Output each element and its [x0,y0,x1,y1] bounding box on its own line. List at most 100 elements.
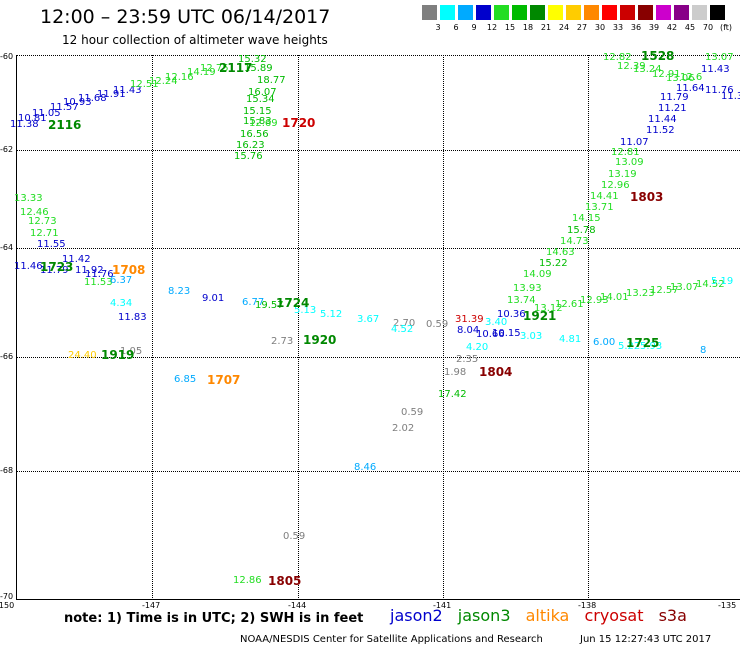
wave-height-label: 5.12 [320,309,343,320]
color-scale-label: 42 [666,23,678,32]
wave-height-label: 10.66 [476,329,505,340]
wave-height-label: 12.73 [28,216,57,227]
wave-height-label: 2.73 [271,336,294,347]
color-scale-label: 24 [558,23,570,32]
wave-height-label: 17.42 [438,389,467,400]
wave-height-label: 12.24 [149,76,178,87]
wave-height-label: 15.34 [246,94,275,105]
color-scale-label: 12 [486,23,498,32]
legend-cryosat: cryosat [584,606,644,625]
wave-height-label: 3.40 [485,317,508,328]
color-scale-label: 6 [453,23,459,32]
wave-height-label: 11.76 [705,85,734,96]
wave-height-label: 11.83 [118,312,147,323]
color-scale-swatch [656,5,671,20]
wave-height-label: 14.01 [600,292,629,303]
color-scale-swatch [620,5,635,20]
wave-height-label: 4.81 [559,334,582,345]
color-scale-label: 18 [522,23,534,32]
pass-time-label: 1720 [282,116,316,130]
color-scale-swatch [512,5,527,20]
wave-height-label: 18.77 [257,75,286,86]
wave-height-label: 15.83 [243,116,272,127]
wave-height-label: 11.44 [648,114,677,125]
color-scale-label: 70 [702,23,714,32]
wave-height-label: 3.67 [357,314,380,325]
wave-height-label: 11.64 [676,83,705,94]
wave-height-label: 11.46 [14,261,43,272]
wave-height-label: 15.22 [539,258,568,269]
wave-height-label: 13.71 [585,202,614,213]
wave-height-label: 13.07 [670,282,699,293]
wave-height-label: 16.23 [236,140,265,151]
pass-time-label: 1724 [276,296,310,310]
wave-height-label: 11.38 [10,119,39,130]
wave-height-label: 8.46 [354,462,377,473]
wave-height-label: 12.51 [130,79,159,90]
wave-height-label: 11.53 [84,277,113,288]
wave-height-label: 11.43 [701,64,730,75]
wave-height-label: 13.07 [705,52,734,63]
wave-height-label: 0.59 [426,319,449,330]
wave-height-label: 2.70 [393,318,416,329]
wave-height-label: 13.09 [615,157,644,168]
wave-height-label: 11.21 [658,103,687,114]
wave-height-label: 12.75 [200,63,229,74]
wave-height-label: 10.15 [492,328,521,339]
pass-time-label: 2116 [48,118,82,132]
wave-height-label: 5.13 [294,305,317,316]
longitude-gridline [152,55,153,600]
wave-height-label: 13.19 [608,169,637,180]
wave-height-label: 11.91 [97,89,126,100]
longitude-label: -141 [433,601,452,610]
legend-altika: altika [525,606,570,625]
color-scale-swatch [710,5,725,20]
wave-height-label: 14.41 [590,191,619,202]
color-scale-swatch [530,5,545,20]
wave-height-label: 1.05 [120,346,143,357]
page-title: 12:00 – 23:59 UTC 06/14/2017 [40,6,331,28]
wave-height-label: 6.37 [110,275,133,286]
wave-height-label: 13.74 [507,295,536,306]
wave-height-label: 12.91 [652,69,681,80]
wave-height-label: 24.40 [68,350,97,361]
wave-height-label: 14.52 [696,279,725,290]
wave-height-label: 4.52 [391,324,414,335]
wave-height-label: 11.07 [620,137,649,148]
wave-height-label: 6.85 [174,374,197,385]
wave-height-label: 2.02 [392,423,415,434]
wave-height-label: 14.19 [187,67,216,78]
pass-time-label: 1708 [112,263,146,277]
wave-height-label: 14.63 [546,247,575,258]
latitude-label: -64 [0,243,14,252]
wave-height-label: 11.76 [85,269,114,280]
wave-height-label: 0.59 [283,531,306,542]
wave-height-label: 13.33 [14,193,43,204]
wave-height-label: 11.42 [62,254,91,265]
wave-height-label: 11.43 [113,85,142,96]
wave-height-label: 14.15 [572,213,601,224]
wave-height-label: 4.34 [110,298,133,309]
wave-height-label: 11.92 [75,265,104,276]
wave-height-label: 13.12 [534,303,563,314]
wave-height-label: 8.04 [457,325,480,336]
longitude-label: -150 [0,601,15,610]
wave-height-label: 0.59 [401,407,424,418]
wave-height-label: 9.01 [202,293,225,304]
latitude-gridline [16,150,740,151]
wave-height-label: 3.03 [520,331,543,342]
color-scale-swatch [602,5,617,20]
pass-time-label: 1707 [207,373,241,387]
color-scale-label: 45 [684,23,696,32]
color-scale-label: 30 [594,23,606,32]
wave-height-label: 10.93 [63,97,92,108]
wave-height-label: 10.36 [497,309,526,320]
wave-height-label: 11.52 [646,125,675,136]
wave-height-label: 13.24 [633,64,662,75]
wave-height-label: 13.06 [666,73,695,84]
wave-height-label: 1.98 [444,367,467,378]
color-scale-label: 39 [648,23,660,32]
wave-height-label: 12.86 [233,575,262,586]
wave-height-label: 5.22 [618,341,641,352]
latitude-label: -60 [0,52,14,61]
